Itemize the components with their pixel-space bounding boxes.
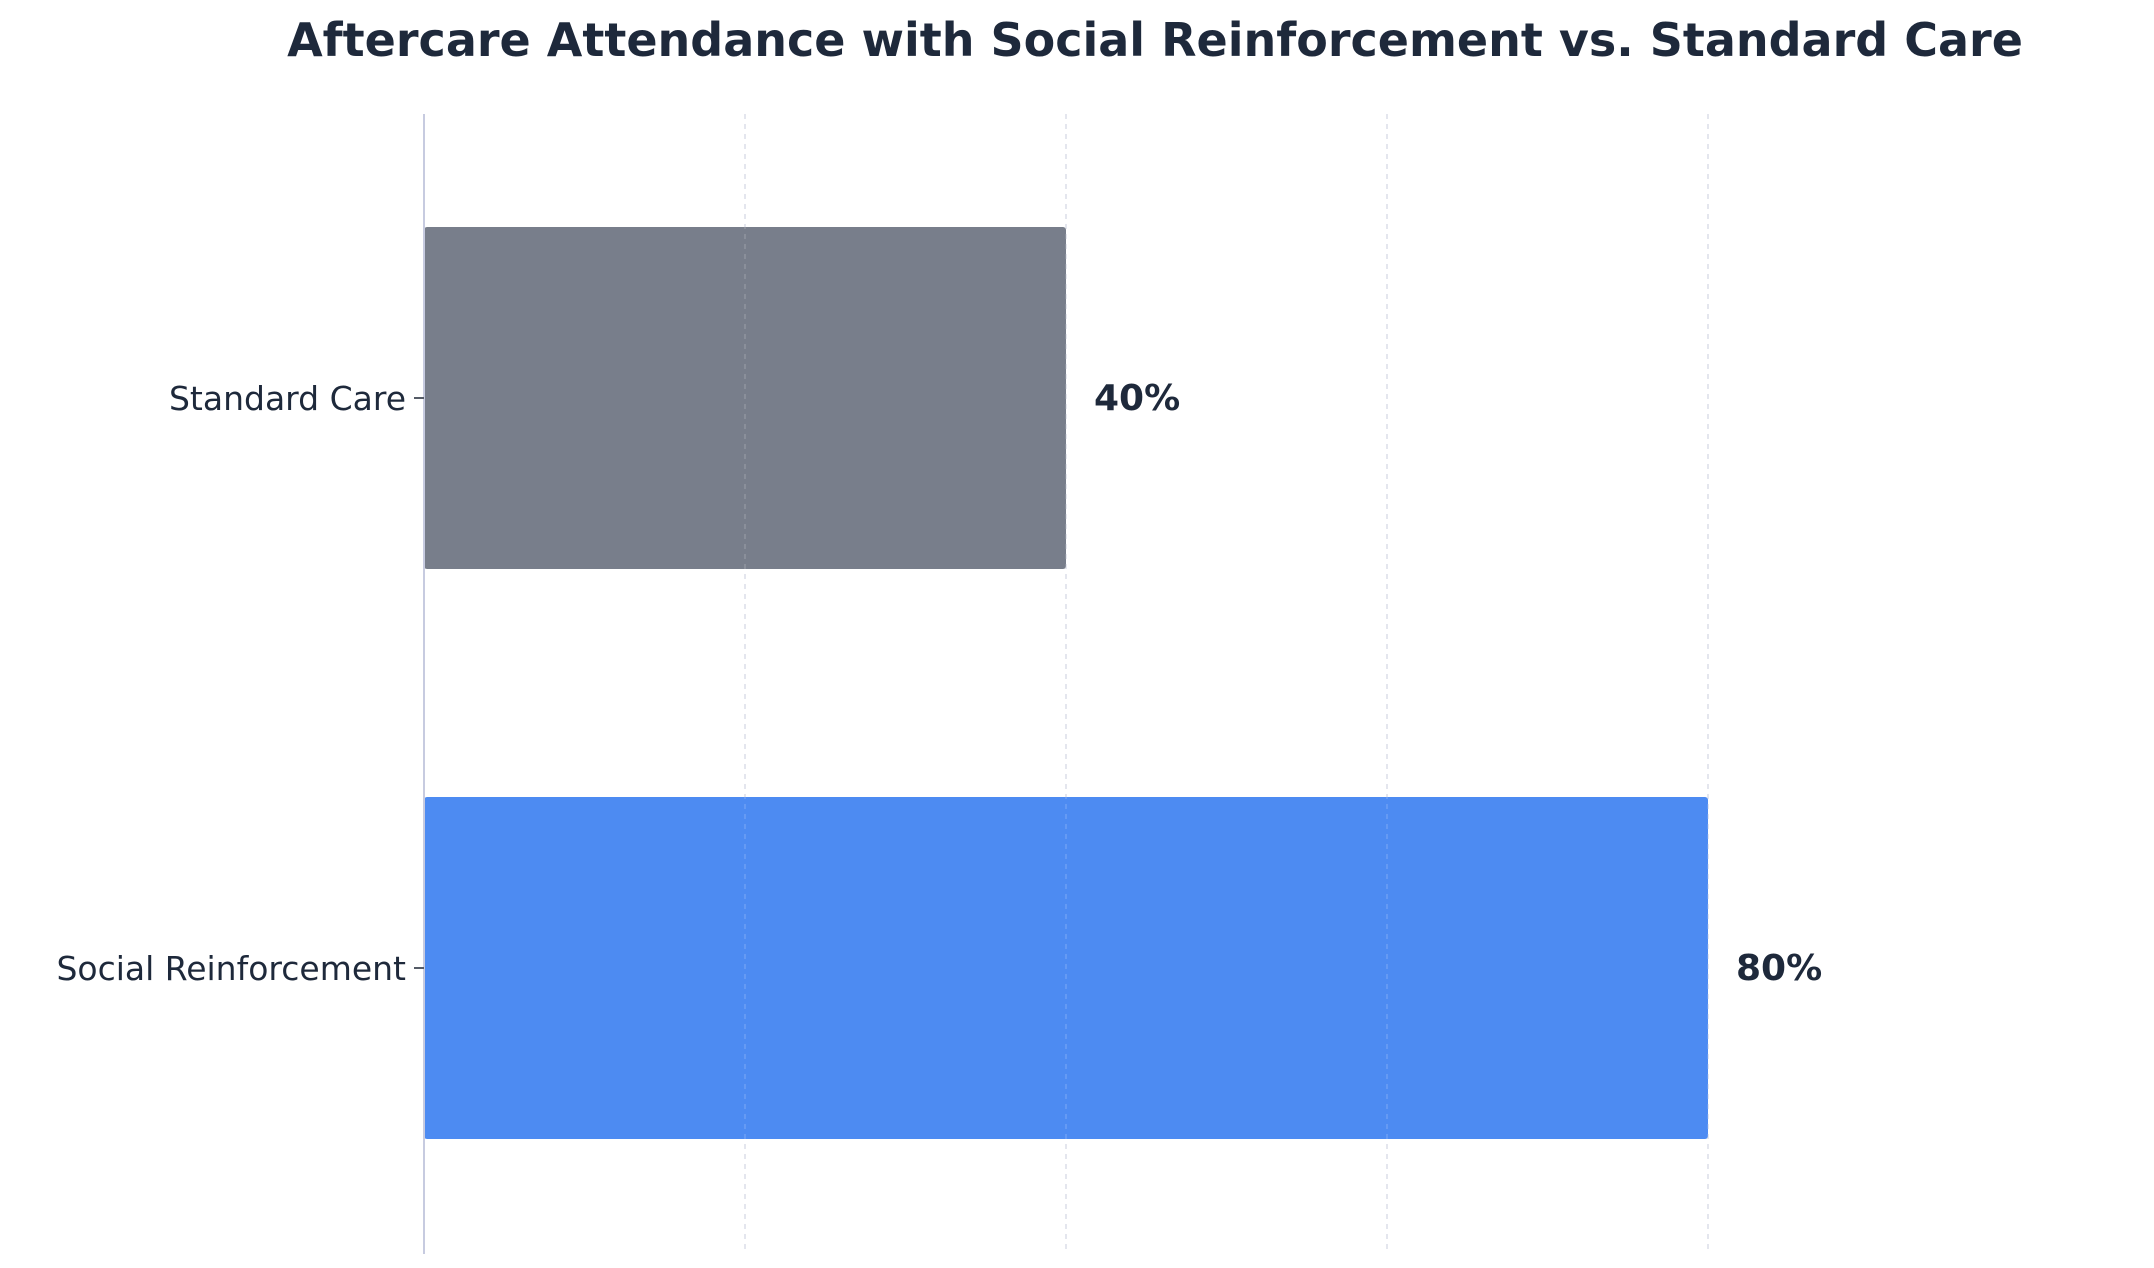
y-axis-ticks: Standard Care Social Reinforcement <box>56 379 424 988</box>
value-label: 80% <box>1736 948 1822 989</box>
value-labels: 40% 80% <box>1094 378 1822 989</box>
bar-social-reinforcement <box>424 797 1708 1139</box>
chart-title: Aftercare Attendance with Social Reinfor… <box>287 13 2023 67</box>
bar-standard-care <box>424 227 1066 569</box>
value-label: 40% <box>1094 378 1180 419</box>
y-tick-label: Standard Care <box>169 379 406 418</box>
y-tick-label: Social Reinforcement <box>56 949 406 988</box>
grid-overlay <box>744 114 1709 1254</box>
bars <box>424 227 1708 1139</box>
